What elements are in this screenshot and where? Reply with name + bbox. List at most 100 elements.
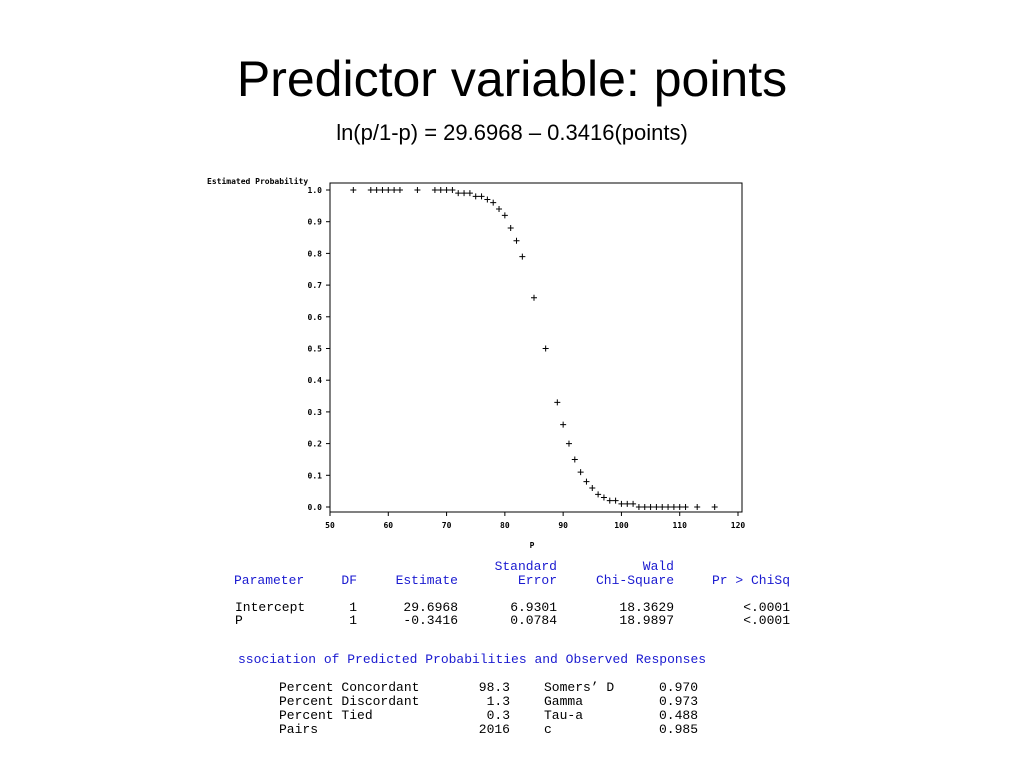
table-cell: 0.3 [487,708,510,723]
table-header: Error [518,573,557,588]
table-cell: 0.970 [659,680,698,695]
x-axis-label: P [530,541,535,550]
slide-title: Predictor variable: points [237,51,787,107]
point [676,504,683,510]
table-cell: Percent Discordant [279,694,419,709]
point [630,500,637,507]
point [443,187,450,193]
table-cell: 29.6968 [403,600,458,615]
point [612,497,619,504]
point [589,484,596,491]
y-tick-label: 0.3 [308,408,323,417]
table-cell: 1 [349,613,357,628]
table-cell: c [544,722,552,737]
table-cell: 0.985 [659,722,698,737]
point [600,494,607,501]
point [635,504,642,510]
x-tick-label: 60 [383,521,393,530]
point [350,187,357,193]
point [367,187,374,193]
point [531,294,537,301]
table-cell: 18.3629 [619,600,674,615]
point [711,504,718,510]
y-tick-label: 0.0 [308,503,323,512]
table-cell: 0.973 [659,694,698,709]
point [513,237,520,244]
table-cell: 2016 [479,722,510,737]
table-cell: 0.488 [659,708,698,723]
table-cell: 98.3 [479,680,510,695]
table-cell: <.0001 [743,600,790,615]
point [373,187,380,193]
point [641,504,648,510]
y-axis-label: Estimated Probability [207,176,308,186]
y-tick-label: 0.6 [308,313,323,322]
point [484,196,491,203]
point [414,187,421,193]
point [490,199,497,206]
point [385,187,392,193]
plot-frame [329,182,743,513]
table-cell: 0.0784 [510,613,557,628]
table-cell: 6.9301 [510,600,557,615]
table-cell: Tau-a [544,708,583,723]
table-cell: -0.3416 [403,613,458,628]
point [565,440,572,447]
point [478,193,485,200]
table-cell: 1 [349,600,357,615]
table-cell: Somers’ D [544,680,614,695]
table-header: DF [341,573,357,588]
point [624,500,631,507]
point [665,504,672,510]
y-tick-label: 0.8 [308,249,323,258]
table-cell: Gamma [544,694,583,709]
point [560,421,567,428]
point [571,456,578,463]
point [542,345,549,352]
table-header: Chi-Square [596,573,674,588]
point [431,187,438,193]
x-tick-label: 120 [731,521,746,530]
y-tick-label: 0.5 [308,345,323,354]
point [449,187,456,193]
y-tick-label: 0.1 [308,471,323,480]
point [694,504,701,510]
point [437,187,444,193]
point [659,504,666,510]
point [472,193,479,200]
point [519,253,526,260]
point [496,206,503,213]
x-tick-label: 50 [325,521,335,530]
x-tick-label: 110 [672,521,687,530]
y-tick-label: 0.2 [308,440,323,449]
point [606,497,613,504]
y-tick-label: 0.4 [308,376,323,385]
point [396,187,403,193]
point [682,504,689,510]
table-cell: Percent Concordant [279,680,419,695]
table-cell: Intercept [235,600,305,615]
table-cell: Percent Tied [279,708,373,723]
table-header: Parameter [234,573,304,588]
point [647,504,654,510]
point [507,225,514,232]
point [501,212,508,219]
y-tick-label: 1.0 [308,186,323,195]
point [583,478,590,485]
table-cell: P [235,613,243,628]
point [391,187,398,193]
y-tick-label: 0.7 [308,281,323,290]
point [618,500,625,507]
point [670,504,677,510]
point [595,491,602,498]
table-header: Standard [495,559,557,574]
table-cell: 18.9897 [619,613,674,628]
table-cell: <.0001 [743,613,790,628]
table-cell: 1.3 [487,694,510,709]
table-header: Pr > ChiSq [712,573,790,588]
x-tick-label: 90 [558,521,568,530]
association-title: ssociation of Predicted Probabilities an… [238,652,706,667]
y-tick-label: 0.9 [308,218,323,227]
table-cell: Pairs [279,722,318,737]
